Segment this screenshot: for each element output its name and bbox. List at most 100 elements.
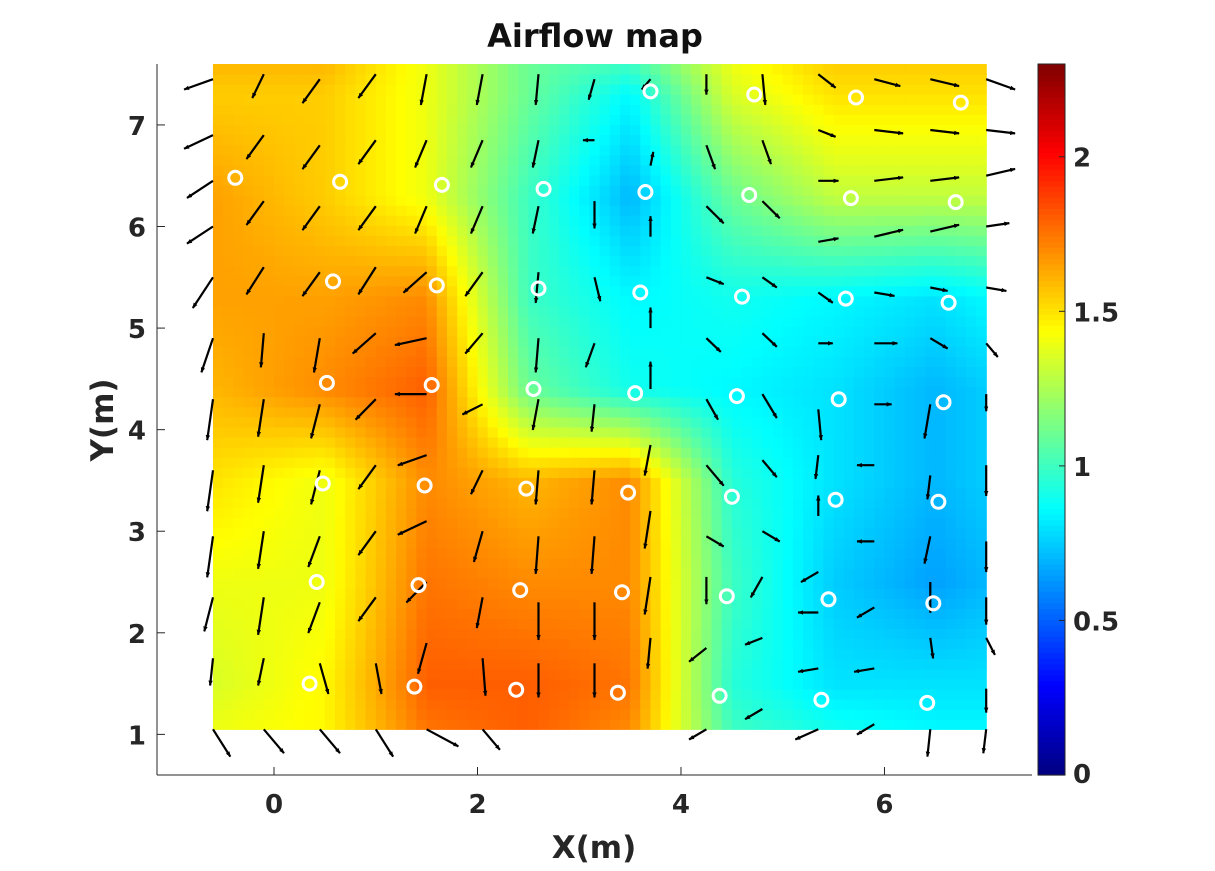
heatmap-cell xyxy=(904,719,916,730)
heatmap-cell xyxy=(691,245,702,257)
heatmap-cell xyxy=(569,84,580,95)
heatmap-cell xyxy=(212,316,224,327)
heatmap-cell xyxy=(864,699,875,710)
heatmap-cell xyxy=(833,356,845,368)
heatmap-cell xyxy=(803,356,814,368)
heatmap-cell xyxy=(548,507,560,519)
heatmap-cell xyxy=(304,275,316,287)
heatmap-cell xyxy=(660,94,672,105)
heatmap-cell xyxy=(721,124,733,136)
heatmap-cell xyxy=(955,184,967,196)
heatmap-cell xyxy=(518,678,529,690)
heatmap-cell xyxy=(711,215,723,226)
heatmap-cell xyxy=(731,618,743,630)
heatmap-cell xyxy=(823,64,835,75)
heatmap-cell xyxy=(243,104,255,115)
heatmap-cell xyxy=(406,638,418,650)
heatmap-cell xyxy=(752,598,763,609)
heatmap-cell xyxy=(701,678,713,690)
heatmap-cell xyxy=(884,527,896,539)
heatmap-cell xyxy=(548,376,560,388)
heatmap-cell xyxy=(477,225,489,236)
heatmap-cell xyxy=(742,114,753,126)
heatmap-cell xyxy=(467,467,479,478)
heatmap-cell xyxy=(345,316,356,327)
heatmap-cell xyxy=(579,658,591,670)
heatmap-cell xyxy=(894,295,906,307)
heatmap-cell xyxy=(742,487,753,499)
heatmap-cell xyxy=(365,497,377,509)
heatmap-cell xyxy=(558,406,570,418)
heatmap-cell xyxy=(762,205,774,216)
heatmap-cell xyxy=(548,699,560,710)
heatmap-cell xyxy=(742,436,753,448)
heatmap-cell xyxy=(792,618,804,630)
heatmap-cell xyxy=(640,618,652,630)
heatmap-cell xyxy=(731,648,743,660)
heatmap-cell xyxy=(945,628,957,640)
heatmap-cell xyxy=(853,699,865,710)
heatmap-cell xyxy=(589,285,601,297)
heatmap-cell xyxy=(599,295,611,307)
heatmap-cell xyxy=(894,537,906,549)
heatmap-cell xyxy=(650,124,662,136)
heatmap-cell xyxy=(558,709,570,720)
heatmap-cell xyxy=(223,154,234,166)
heatmap-cell xyxy=(579,74,591,85)
heatmap-cell xyxy=(324,588,336,599)
heatmap-cell xyxy=(752,285,763,297)
heatmap-cell xyxy=(945,336,957,347)
heatmap-cell xyxy=(792,225,804,236)
heatmap-cell xyxy=(243,436,255,448)
heatmap-cell xyxy=(670,406,682,418)
heatmap-cell xyxy=(304,668,316,680)
heatmap-cell xyxy=(416,557,428,569)
heatmap-cell xyxy=(914,275,926,287)
heatmap-cell xyxy=(274,638,285,650)
heatmap-cell xyxy=(477,688,489,700)
heatmap-cell xyxy=(680,114,692,126)
heatmap-cell xyxy=(935,487,947,499)
heatmap-cell xyxy=(874,356,886,368)
heatmap-cell xyxy=(670,527,682,539)
heatmap-cell xyxy=(925,275,936,287)
heatmap-cell xyxy=(650,245,662,257)
heatmap-cell xyxy=(385,406,397,418)
heatmap-cell xyxy=(772,608,784,620)
heatmap-cell xyxy=(426,608,438,620)
heatmap-cell xyxy=(335,628,346,640)
heatmap-cell xyxy=(385,608,397,620)
heatmap-cell xyxy=(263,144,275,156)
heatmap-cell xyxy=(904,245,916,257)
heatmap-cell xyxy=(365,366,377,378)
heatmap-cell xyxy=(558,94,570,105)
heatmap-cell xyxy=(406,195,418,206)
heatmap-cell xyxy=(772,699,784,710)
heatmap-cell xyxy=(670,638,682,650)
heatmap-cell xyxy=(416,426,428,438)
heatmap-cell xyxy=(660,174,672,186)
heatmap-cell xyxy=(691,709,702,720)
heatmap-cell xyxy=(212,336,224,347)
heatmap-cell xyxy=(752,416,763,428)
heatmap-cell xyxy=(243,386,255,398)
heatmap-cell xyxy=(528,346,540,357)
heatmap-cell xyxy=(680,638,692,650)
heatmap-cell xyxy=(914,507,926,519)
heatmap-cell xyxy=(599,245,611,257)
heatmap-cell xyxy=(843,265,855,277)
heatmap-cell xyxy=(508,124,519,136)
heatmap-cell xyxy=(375,336,387,347)
heatmap-cell xyxy=(925,608,936,620)
heatmap-cell xyxy=(609,527,621,539)
heatmap-cell xyxy=(762,497,774,509)
heatmap-cell xyxy=(945,719,957,730)
heatmap-cell xyxy=(955,336,967,347)
heatmap-cell xyxy=(609,467,621,478)
heatmap-cell xyxy=(385,547,397,559)
heatmap-cell xyxy=(731,104,743,115)
heatmap-cell xyxy=(640,104,652,115)
heatmap-cell xyxy=(721,326,733,337)
heatmap-cell xyxy=(212,527,224,539)
heatmap-cell xyxy=(914,265,926,277)
